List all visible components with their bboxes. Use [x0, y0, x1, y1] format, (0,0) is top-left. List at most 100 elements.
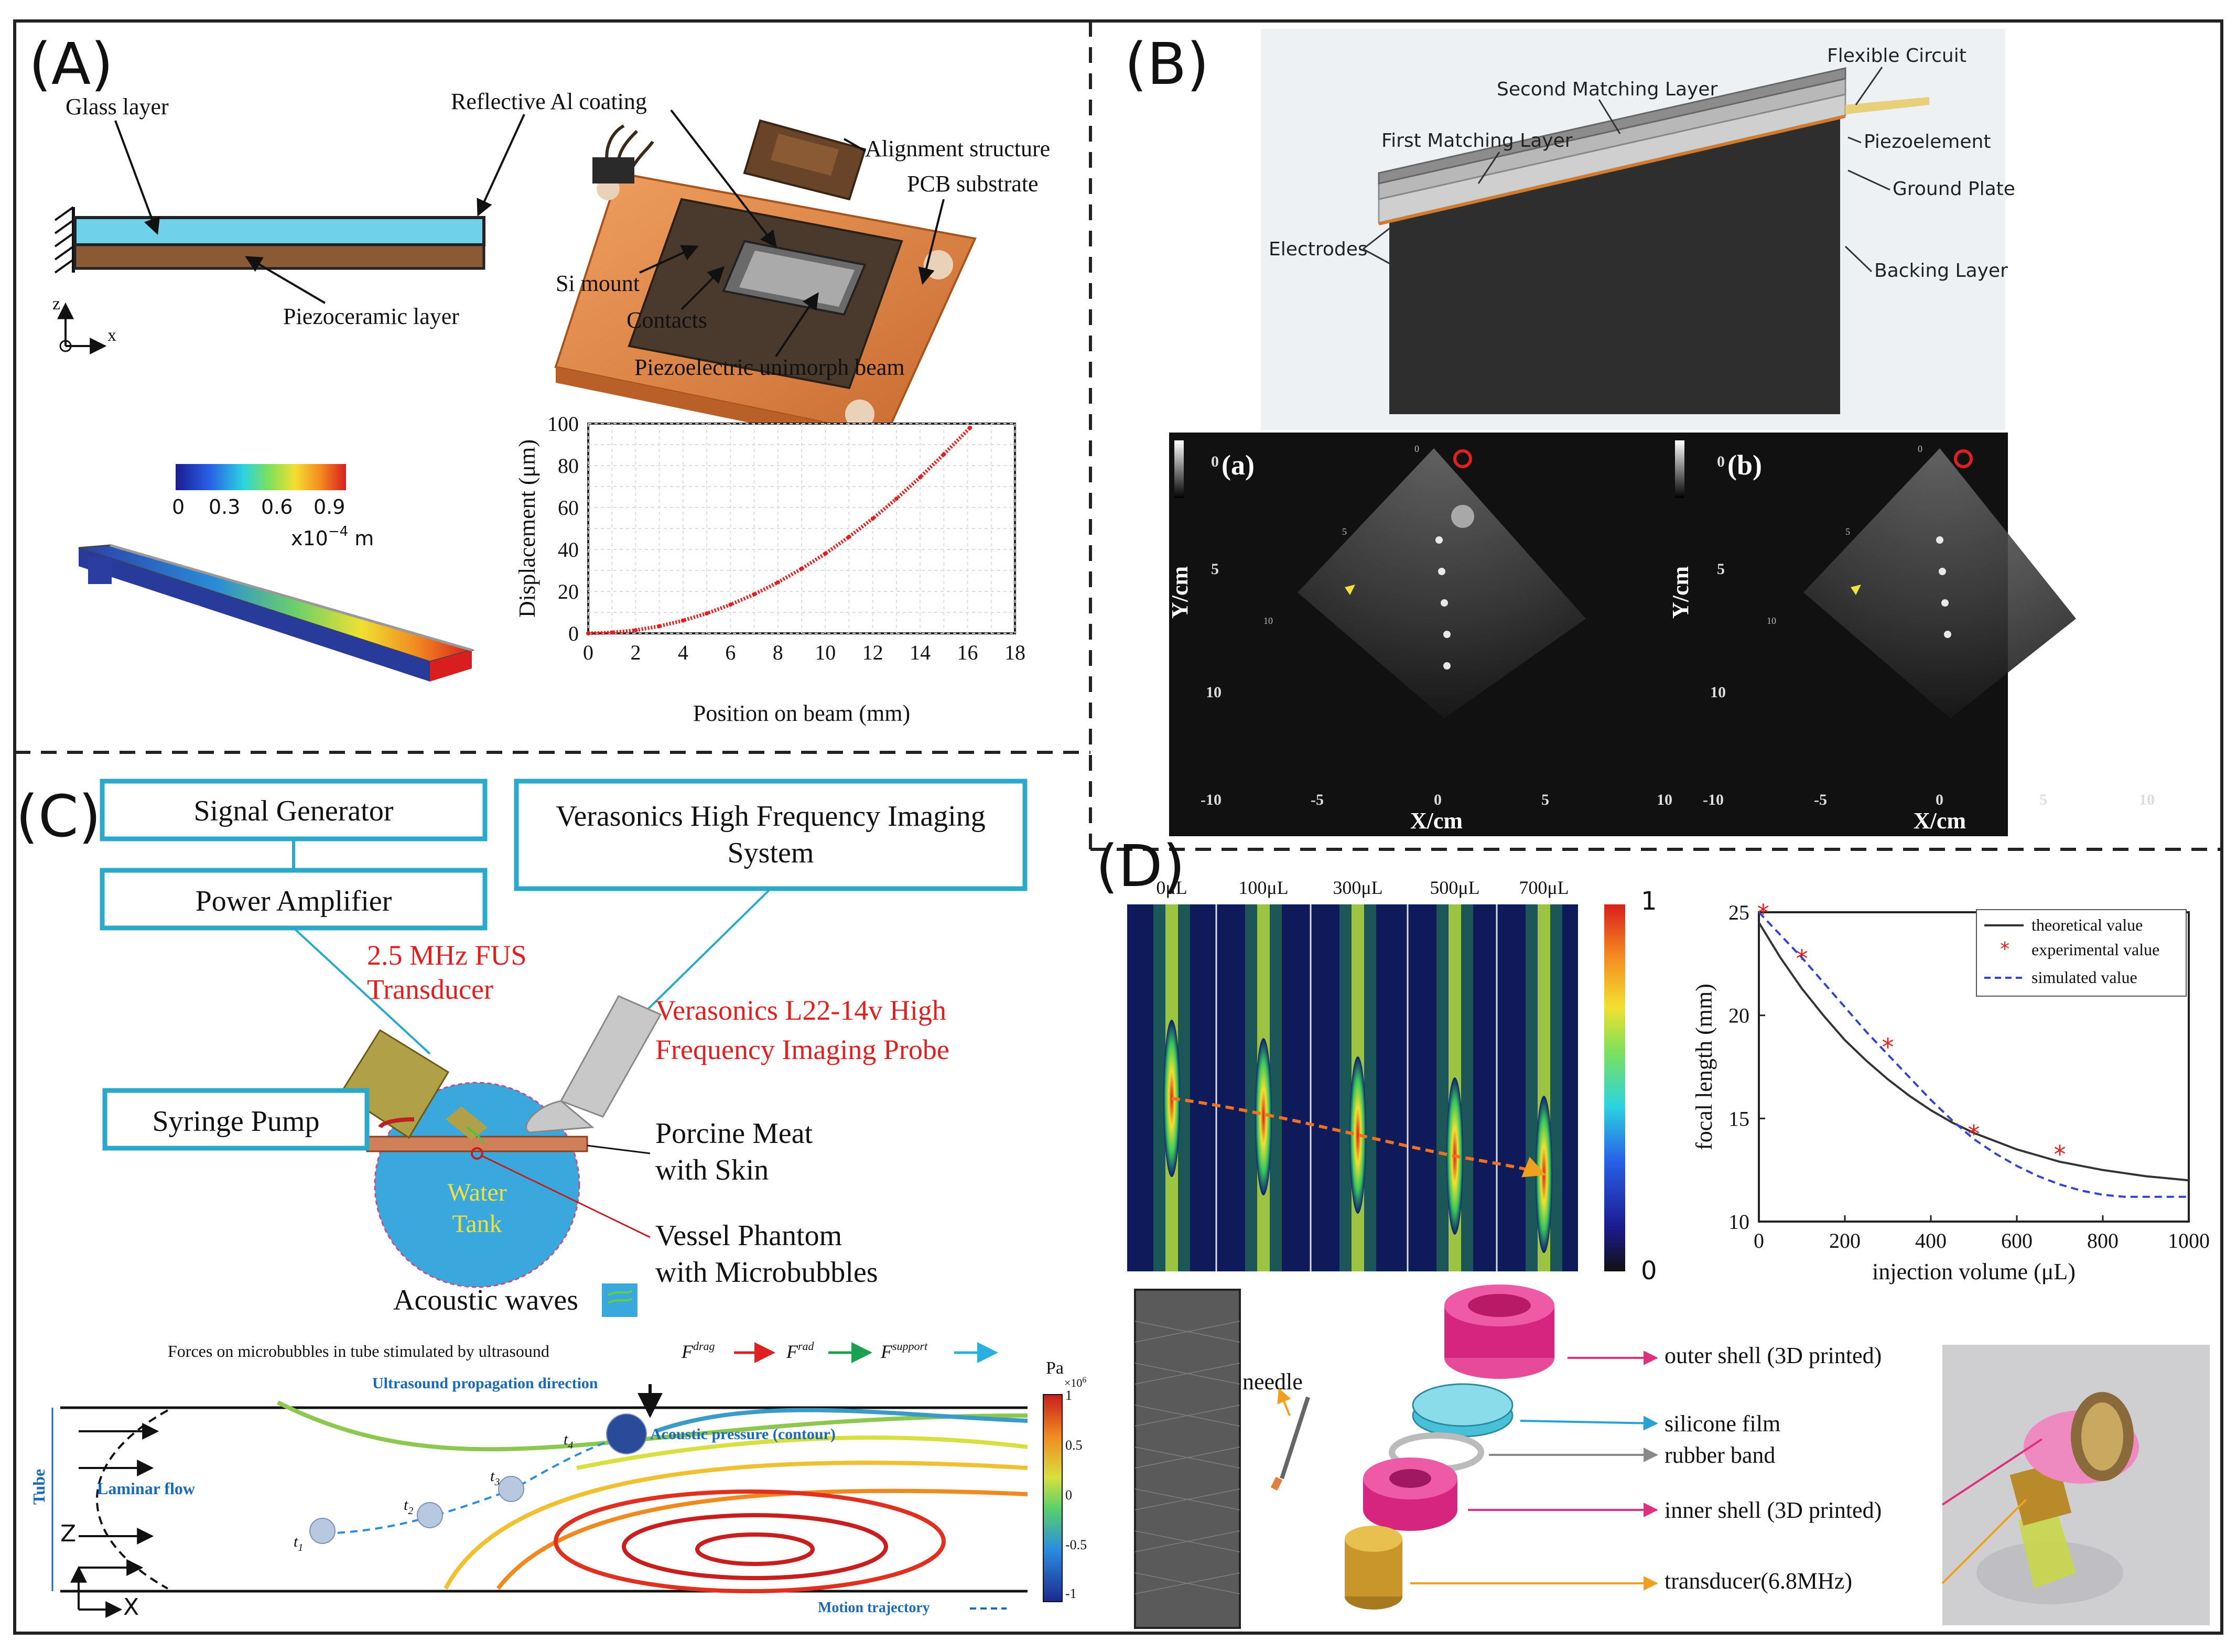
data-point — [752, 592, 757, 597]
pa-label: Pa — [1046, 1358, 1064, 1378]
water-tank: Water Tank — [339, 995, 662, 1288]
electrodes-label: Electrodes — [1269, 239, 1368, 260]
displacement-series — [586, 426, 972, 635]
field-columns — [1153, 904, 1562, 1271]
y-tick-label: 80 — [558, 454, 579, 478]
image-a-ylabel: Y/cm — [1167, 566, 1193, 619]
syringe-pump-box — [102, 1088, 370, 1151]
svg-text:0.6: 0.6 — [261, 495, 293, 519]
force-axis-x: X — [123, 1594, 139, 1621]
transducer-label: transducer(6.8MHz) — [1665, 1568, 1852, 1594]
y-tick-label: 60 — [558, 496, 579, 520]
flexible-circuit-label: Flexible Circuit — [1827, 45, 1966, 67]
x-tick-label: 1000 — [2168, 1229, 2210, 1253]
water-label-2: Tank — [452, 1210, 502, 1238]
y-tick-label: 15 — [1728, 1107, 1749, 1130]
device-photograph — [1941, 1345, 2210, 1625]
rubber-band-label: rubber band — [1665, 1442, 1775, 1468]
panel-b-tag: (B) — [1125, 30, 1209, 98]
focal-spot — [1255, 1038, 1272, 1195]
x-tick-label: 16 — [957, 641, 978, 664]
motion-trajectory-label: Motion trajectory — [818, 1600, 930, 1616]
probe-stack-render: Second Matching Layer Flexible Circuit F… — [1261, 29, 2015, 430]
reflective-label: Reflective Al coating — [451, 89, 647, 114]
svg-text:0: 0 — [1434, 791, 1442, 808]
volume-label-0: 0μL — [1156, 877, 1187, 898]
focal-legend: theoretical value * experimental value s… — [1976, 909, 2187, 997]
y-tick-label: 10 — [1728, 1210, 1749, 1234]
mesh-model — [1134, 1289, 1241, 1629]
y-tick-label: 25 — [1728, 901, 1749, 924]
svg-text:*: * — [2000, 938, 2009, 960]
data-point — [633, 628, 638, 632]
svg-text:1: 1 — [1065, 1388, 1072, 1403]
axis-z-label: z — [52, 294, 60, 314]
panel-c-tag: (C) — [16, 783, 101, 850]
volume-label-4: 700μL — [1519, 877, 1569, 898]
ultrasound-images: (a) Y/cm X/cm 0 5 10 -10 -5 0 5 10 0 5 1… — [1167, 433, 2155, 836]
image-b-ylabel: Y/cm — [1668, 566, 1693, 619]
data-point — [586, 631, 590, 635]
piezoelement-label: Piezoelement — [1864, 131, 1991, 153]
figure-frame — [13, 19, 2223, 1635]
force-axis-z: Z — [60, 1520, 76, 1547]
svg-text:0: 0 — [1936, 791, 1943, 808]
svg-text:5: 5 — [1845, 526, 1850, 537]
displacement-grid — [588, 423, 1015, 634]
pa-scale: ×106 — [1064, 1376, 1086, 1389]
volume-label-2: 300μL — [1333, 877, 1382, 898]
f-support-label: Fsupport — [880, 1340, 928, 1362]
svg-text:-10: -10 — [1703, 791, 1724, 808]
x-tick-label: 6 — [725, 641, 736, 664]
signal-generator-label: Signal Generator — [194, 795, 394, 827]
fus-label-2: Transducer — [367, 974, 493, 1005]
inner-shell-label: inner shell (3D printed) — [1665, 1497, 1882, 1523]
svg-text:5: 5 — [2039, 791, 2047, 808]
x-tick-label: 18 — [1004, 641, 1025, 664]
data-point — [610, 630, 614, 635]
svg-text:10: 10 — [1767, 616, 1776, 626]
si-mount-label: Si mount — [556, 271, 640, 296]
field-cbar-max: 1 — [1641, 887, 1657, 916]
panel-b: (B) Second Matching Layer Flexible Circu… — [1125, 29, 2155, 836]
svg-text:-5: -5 — [1814, 791, 1827, 808]
x-tick-label: 600 — [2001, 1229, 2033, 1253]
image-a-label: (a) — [1222, 449, 1255, 481]
svg-text:t4: t4 — [564, 1431, 573, 1451]
data-point — [680, 618, 685, 623]
experimental-marker: * — [2054, 1140, 2066, 1169]
field-cbar-min: 0 — [1641, 1256, 1657, 1286]
svg-text:10: 10 — [1206, 684, 1222, 701]
data-point — [894, 496, 899, 501]
data-point — [870, 516, 875, 521]
focal-spot — [1536, 1096, 1552, 1253]
x-tick-label: 10 — [815, 641, 836, 664]
tube-label: Tube — [29, 1469, 48, 1505]
svg-text:-10: -10 — [1201, 791, 1222, 808]
displacement-ylabel: Displacement (μm) — [514, 439, 540, 618]
data-point — [799, 566, 804, 571]
focal-ticks: 0 200 400 600 800 1000 10 15 20 25 — [1728, 901, 2210, 1253]
backing-label: Backing Layer — [1874, 260, 2008, 282]
piezoceramic-layer-rect — [73, 243, 485, 270]
svg-text:0.3: 0.3 — [209, 495, 240, 519]
y-tick-label: 0 — [568, 622, 579, 645]
axis-x-label: x — [107, 326, 116, 345]
glass-layer-rect — [73, 216, 485, 246]
acoustic-pressure-label: Acoustic pressure (contour) — [650, 1426, 836, 1443]
focal-chart: 0 200 400 600 800 1000 10 15 20 25 * * * * * theoreti… — [1691, 899, 2210, 1284]
image-b-label: (b) — [1727, 449, 1762, 481]
svg-text:0: 0 — [1414, 444, 1419, 454]
water-label-1: Water — [447, 1179, 506, 1206]
image-a-xlabel: X/cm — [1410, 808, 1463, 834]
f-drag-label: Fdrag — [681, 1340, 715, 1362]
data-point — [775, 580, 780, 585]
svg-text:-0.5: -0.5 — [1065, 1537, 1087, 1552]
focal-xlabel: injection volume (μL) — [1872, 1259, 2076, 1284]
data-point — [823, 552, 828, 556]
verasonics-system-label-2: System — [728, 837, 814, 869]
volume-label-1: 100μL — [1238, 877, 1288, 898]
displacement-xlabel: Position on beam (mm) — [693, 700, 910, 726]
second-matching-label: Second Matching Layer — [1497, 79, 1717, 100]
